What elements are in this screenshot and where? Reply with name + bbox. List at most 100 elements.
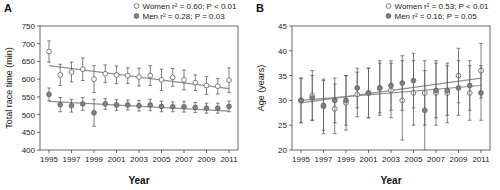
x-tick xyxy=(346,150,347,153)
error-bar xyxy=(81,98,85,111)
y-tick xyxy=(37,96,40,97)
point xyxy=(114,103,119,108)
error-bar xyxy=(445,66,449,116)
y-tick-label: 35 xyxy=(278,72,287,81)
error-bar xyxy=(148,99,152,110)
point xyxy=(69,70,74,75)
point xyxy=(148,103,153,108)
error-bar-cap xyxy=(137,100,141,101)
error-bar xyxy=(126,100,130,110)
error-bar-cap xyxy=(160,111,164,112)
point xyxy=(366,91,371,96)
x-tick xyxy=(436,150,437,153)
error-bar xyxy=(216,103,220,113)
y-tick xyxy=(289,125,292,126)
point xyxy=(92,110,97,115)
error-bar-cap xyxy=(81,80,85,81)
point xyxy=(456,86,461,91)
trend-line xyxy=(49,66,229,89)
error-bar-cap xyxy=(367,117,371,118)
point xyxy=(321,104,326,109)
error-bar-cap xyxy=(227,101,231,102)
error-bar xyxy=(160,69,164,90)
error-bar xyxy=(115,66,119,84)
y-tick xyxy=(37,132,40,133)
error-bar-cap xyxy=(378,112,382,113)
error-bar xyxy=(193,75,197,91)
error-bar-cap xyxy=(479,65,483,66)
x-tick-label: 2009 xyxy=(450,155,468,164)
error-bar xyxy=(299,78,303,123)
error-bar-cap xyxy=(216,78,220,79)
error-bar-cap xyxy=(412,125,416,126)
error-bar xyxy=(344,76,348,131)
error-bar-cap xyxy=(389,110,393,111)
error-bar xyxy=(70,99,74,112)
error-bar xyxy=(160,101,164,112)
error-bar-cap xyxy=(205,94,209,95)
error-bar-cap xyxy=(355,107,359,108)
x-tick xyxy=(161,150,162,153)
point xyxy=(204,83,209,88)
x-tick-label: 2001 xyxy=(108,155,126,164)
error-bar xyxy=(344,76,348,126)
point xyxy=(227,104,232,109)
error-bar-cap xyxy=(171,68,175,69)
y-tick xyxy=(37,114,40,115)
error-bar-cap xyxy=(126,109,130,110)
error-bar-cap xyxy=(227,67,231,68)
error-bar-cap xyxy=(182,69,186,70)
error-bar-cap xyxy=(457,48,461,49)
error-bar xyxy=(355,68,359,108)
error-bar-cap xyxy=(333,122,337,123)
point xyxy=(400,81,405,86)
plot-frame xyxy=(292,26,490,150)
x-tick xyxy=(413,150,414,153)
error-bar-cap xyxy=(126,83,130,84)
point xyxy=(479,91,484,96)
x-tick-label: 2007 xyxy=(175,155,193,164)
error-bar xyxy=(58,98,62,112)
error-bar xyxy=(193,103,197,113)
error-bar-cap xyxy=(227,111,231,112)
error-bar-cap xyxy=(216,103,220,104)
error-bar-cap xyxy=(423,60,427,61)
error-bar-cap xyxy=(81,110,85,111)
y-tick xyxy=(289,26,292,27)
error-bar xyxy=(322,79,326,134)
error-bar-cap xyxy=(115,99,119,100)
plot-area xyxy=(299,43,484,150)
error-bar-cap xyxy=(193,74,197,75)
error-bar xyxy=(70,62,74,82)
x-tick-label: 1997 xyxy=(63,155,81,164)
y-tick-label: 550 xyxy=(22,93,36,102)
error-bar-cap xyxy=(160,90,164,91)
x-tick-label: 1997 xyxy=(315,155,333,164)
error-bar-cap xyxy=(479,120,483,121)
error-bar-cap xyxy=(445,115,449,116)
error-bar-cap xyxy=(310,120,314,121)
error-bar-cap xyxy=(445,63,449,64)
error-bar-cap xyxy=(115,83,119,84)
y-tick-label: 600 xyxy=(22,75,36,84)
point xyxy=(47,49,52,54)
point xyxy=(215,106,220,111)
point xyxy=(58,72,63,77)
point xyxy=(215,84,220,89)
error-bar-cap xyxy=(115,66,119,67)
x-tick-label: 1999 xyxy=(337,155,355,164)
error-bar-cap xyxy=(299,78,303,79)
point xyxy=(159,77,164,82)
y-tick-label: 650 xyxy=(22,57,36,66)
error-bar xyxy=(479,66,483,121)
error-bar-cap xyxy=(47,40,51,41)
x-axis-label: Year xyxy=(380,175,401,186)
error-bar-cap xyxy=(103,64,107,65)
error-bar-cap xyxy=(137,111,141,112)
y-axis-label: Age (years) xyxy=(256,65,266,112)
error-bar-cap xyxy=(367,68,371,69)
point xyxy=(125,73,130,78)
point xyxy=(377,86,382,91)
error-bar-cap xyxy=(322,80,326,81)
plot-frame xyxy=(40,26,238,150)
